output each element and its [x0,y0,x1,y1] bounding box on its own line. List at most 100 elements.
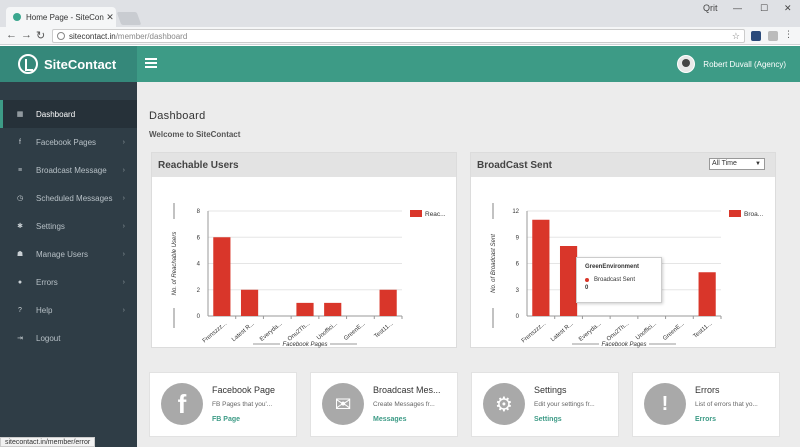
tooltip-series: Broadcast Sent [594,277,636,283]
bar [559,246,578,316]
reachable-users-title: Reachable Users [152,153,456,177]
y-tick-label: 3 [516,288,520,294]
chevron-right-icon: › [122,306,125,314]
shortcut-card[interactable]: ! Errors List of errors that yo... Errors [632,372,780,437]
minimize-icon[interactable]: — [733,3,742,13]
window-profile-label: Qrit [703,3,718,13]
x-tick-label: GreenE... [662,321,686,342]
y-tick-label: 6 [197,235,201,241]
app-header: SiteContact Robert Duvall (Agency) [0,46,800,82]
x-tick-label: Frenszzz... [521,321,548,345]
close-window-icon[interactable]: ✕ [784,3,792,13]
extension-n-icon[interactable] [751,31,761,41]
chevron-right-icon: › [122,250,125,258]
sidebar-item-facebook-pages[interactable]: f Facebook Pages › [0,128,137,156]
sidebar-item-label: Errors [36,277,58,287]
legend-swatch [729,210,741,217]
bookmark-star-icon[interactable]: ☆ [731,30,740,41]
tooltip-title: GreenEnvironment [585,264,640,270]
menu-toggle-icon[interactable] [145,58,157,68]
back-icon[interactable]: ← [6,29,17,41]
favicon-icon [13,13,21,21]
tab-title: Home Page - SiteContac [26,12,104,22]
sidebar-item-label: Logout [36,333,61,343]
tooltip-value: 0 [585,285,589,291]
address-bar[interactable]: sitecontact.in/member/dashboard ☆ [52,29,745,43]
x-tick-label: GreenE... [343,321,367,342]
question-icon: ? [18,306,22,314]
shortcut-card[interactable]: ⚙ Settings Edit your settings fr... Setting… [471,372,619,437]
new-tab-button[interactable] [116,12,142,25]
sidebar-item-label: Help [36,305,53,315]
grid-icon: ▦ [16,111,24,118]
y-tick-label: 4 [197,262,201,268]
extension-box-icon[interactable] [768,31,778,41]
bar [379,289,397,316]
logo-text: SiteContact [44,56,117,72]
sidebar-item-scheduled-messages[interactable]: ◷ Scheduled Messages › [0,184,137,212]
sidebar-item-settings[interactable]: ✱ Settings › [0,212,137,240]
card-link[interactable]: Settings [534,416,562,423]
card-description: List of errors that yo... [695,401,758,408]
browser-tab[interactable]: Home Page - SiteContac ✕ [6,7,116,27]
x-axis-label: Facebook Pages [282,342,327,348]
card-link[interactable]: Errors [695,416,717,423]
card-link[interactable]: Messages [373,416,407,423]
y-tick-label: 9 [516,235,520,241]
y-axis-label: No. of Reachable Users [172,232,178,296]
logout-icon: ⇥ [17,335,23,342]
gears-icon: ⚙ [483,383,525,425]
error-icon: ● [17,278,23,286]
card-link[interactable]: FB Page [212,416,241,423]
broadcast-sent-panel: BroadCast Sent All Time ▼ 0 3 6 9 12 Frenszzz… [470,152,776,348]
time-range-value: All Time [712,160,737,167]
clock-icon: ◷ [16,195,24,202]
main-content: Dashboard Welcome to SiteContact Reachab… [137,82,800,447]
x-tick-label: Test11... [374,321,395,340]
url-host: sitecontact.in [69,31,116,41]
sidebar-item-logout[interactable]: ⇥ Logout [0,324,137,352]
sidebar-item-manage-users[interactable]: ☗ Manage Users › [0,240,137,268]
envelope-circle-icon: ✉ [322,383,364,425]
chevron-right-icon: › [122,138,125,146]
sitecontact-logo-icon [18,54,38,74]
x-tick-label: Onu2Th... [606,321,631,343]
legend-swatch [410,210,422,217]
sidebar-item-help[interactable]: ? Help › [0,296,137,324]
bar [213,237,231,316]
shortcut-card[interactable]: ✉ Broadcast Mes... Create Messages fr... Me… [310,372,458,437]
y-tick-label: 0 [516,314,520,320]
forward-icon[interactable]: → [21,29,32,41]
avatar [677,55,696,73]
sidebar: ▦ Dashboard f Facebook Pages › ≡ Broadcast Mes… [0,82,137,447]
chevron-right-icon: › [122,194,125,202]
card-description: FB Pages that you'... [212,401,273,408]
user-name: Robert Duvall (Agency) [703,59,786,69]
facebook-circle-icon: f [161,383,203,425]
card-title: Settings [534,385,567,395]
reachable-users-chart: 0 2 4 6 8 Frenszzz... Latest R... Everyda... Onu… [172,203,446,348]
x-tick-label: Test11... [693,321,714,340]
page-subtitle: Welcome to SiteContact [149,130,241,139]
tab-close-icon[interactable]: ✕ [106,11,114,22]
status-bar-url: sitecontact.in/member/error [0,437,96,447]
reload-icon[interactable]: ↻ [36,30,46,42]
sidebar-item-errors[interactable]: ● Errors › [0,268,137,296]
browser-menu-icon[interactable]: ⋮ [784,29,793,39]
chevron-right-icon: › [122,166,125,174]
logo[interactable]: SiteContact [0,46,137,82]
sidebar-item-broadcast-message[interactable]: ≡ Broadcast Message › [0,156,137,184]
card-description: Edit your settings fr... [534,401,595,408]
sidebar-item-label: Facebook Pages [36,137,97,147]
sidebar-item-label: Broadcast Message [36,165,107,175]
time-range-select[interactable]: All Time ▼ [709,158,765,170]
shortcut-card[interactable]: f Facebook Page FB Pages that you'... FB Pa… [149,372,297,437]
site-info-icon[interactable] [57,32,65,40]
browser-toolbar: ← → ↻ sitecontact.in/member/dashboard ☆ … [0,27,800,45]
chart-tooltip: GreenEnvironment Broadcast Sent 0 [576,257,662,303]
browser-tab-bar: Home Page - SiteContac ✕ Qrit — ☐ ✕ [0,0,800,27]
maximize-icon[interactable]: ☐ [760,3,769,13]
card-title: Errors [695,385,720,395]
sidebar-item-dashboard[interactable]: ▦ Dashboard [0,100,137,128]
user-menu[interactable]: Robert Duvall (Agency) [677,55,786,73]
